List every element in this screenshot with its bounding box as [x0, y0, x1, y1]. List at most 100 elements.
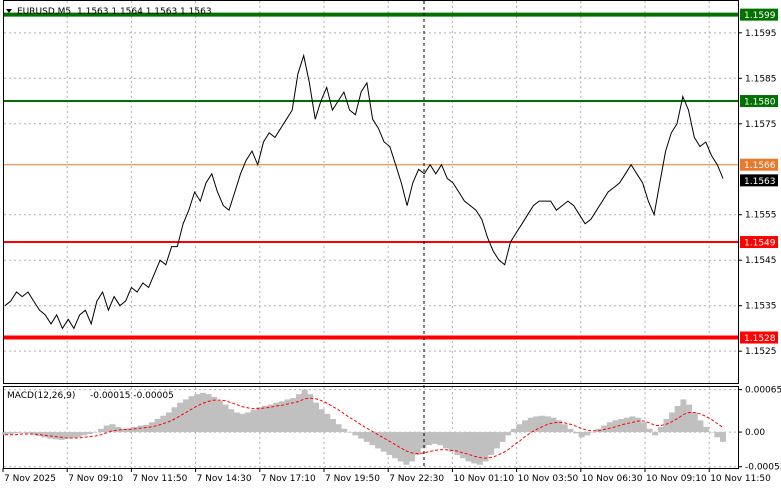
- macd-y-tick-label: -0.00053: [745, 463, 781, 473]
- current-price-label: 1.1563: [744, 177, 776, 187]
- macd-histogram-bar: [166, 412, 172, 432]
- macd-histogram-bar: [432, 432, 438, 444]
- level-badge-label: 1.1599: [744, 11, 776, 21]
- macd-histogram-bar: [522, 420, 528, 432]
- macd-histogram-bar: [601, 426, 607, 433]
- macd-histogram-bar: [528, 418, 534, 432]
- macd-histogram-bar: [641, 422, 647, 432]
- macd-histogram-bar: [652, 432, 658, 435]
- macd-histogram-bar: [296, 394, 302, 432]
- macd-histogram-bar: [352, 432, 358, 435]
- x-tick-label: 7 Nov 2025: [4, 474, 56, 484]
- macd-histogram-bar: [466, 432, 472, 461]
- macd-histogram-bar: [658, 427, 664, 432]
- price-y-tick-label: 1.1535: [745, 302, 777, 312]
- macd-histogram-bar: [426, 432, 432, 445]
- macd-histogram-bar: [573, 432, 579, 433]
- macd-histogram-bar: [217, 401, 223, 432]
- macd-histogram-bar: [369, 432, 375, 445]
- macd-histogram-bar: [358, 432, 364, 439]
- macd-histogram-bar: [663, 419, 669, 432]
- macd-histogram-bar: [319, 409, 325, 432]
- price-header: EURUSD,M5 1.1563 1.1564 1.1563 1.1563: [6, 7, 212, 17]
- macd-histogram-bar: [70, 432, 76, 438]
- macd-histogram-bar: [307, 394, 313, 432]
- macd-histogram-bar: [635, 418, 641, 432]
- macd-histogram-bar: [279, 401, 285, 432]
- macd-values: -0.00015 -0.00005: [90, 391, 174, 401]
- macd-histogram-bar: [669, 412, 675, 432]
- macd-histogram-bar: [516, 424, 522, 432]
- macd-histogram-bar: [8, 432, 14, 434]
- price-y-tick-label: 1.1525: [745, 347, 777, 357]
- macd-y-tick-label: 0.00065: [745, 386, 781, 396]
- macd-histogram-bar: [703, 427, 709, 432]
- macd-histogram-bar: [550, 418, 556, 432]
- x-tick-label: 10 Nov 09:10: [646, 474, 707, 484]
- macd-histogram-bar: [132, 427, 138, 432]
- macd-histogram-bar: [59, 432, 65, 440]
- ohlc-values: 1.1563 1.1564 1.1563 1.1563: [77, 7, 212, 17]
- macd-histogram-bar: [222, 405, 228, 432]
- level-badge-label: 1.1580: [744, 98, 776, 108]
- macd-histogram-bar: [386, 432, 392, 455]
- macd-histogram-bar: [471, 432, 477, 463]
- x-tick-label: 10 Nov 11:50: [710, 474, 771, 484]
- price-y-tick-label: 1.1595: [745, 29, 777, 39]
- macd-histogram-bar: [392, 432, 398, 458]
- macd-histogram-bar: [579, 432, 585, 437]
- macd-histogram-bar: [251, 410, 257, 432]
- macd-histogram-bar: [709, 432, 715, 433]
- x-tick-label: 10 Nov 03:50: [518, 474, 579, 484]
- macd-histogram-bar: [206, 394, 212, 432]
- macd-histogram-bar: [87, 432, 93, 434]
- macd-histogram-bar: [138, 426, 144, 433]
- macd-histogram-bar: [720, 432, 726, 442]
- macd-histogram-bar: [630, 416, 636, 432]
- level-badge-label: 1.1549: [744, 239, 776, 249]
- macd-histogram-bar: [13, 432, 19, 433]
- macd-histogram-bar: [590, 432, 596, 433]
- macd-histogram-bar: [228, 409, 234, 432]
- macd-histogram-bar: [81, 432, 87, 435]
- macd-histogram-bar: [347, 432, 353, 433]
- macd-histogram-bar: [302, 390, 308, 432]
- macd-histogram-bar: [98, 429, 104, 432]
- macd-histogram-bar: [539, 416, 545, 432]
- macd-y-axis: 0.00065 0.00 -0.00053: [738, 386, 781, 473]
- macd-histogram-bar: [104, 426, 110, 433]
- x-tick-label: 7 Nov 14:30: [197, 474, 252, 484]
- macd-histogram-bar: [324, 414, 330, 432]
- macd-histogram-bar: [499, 432, 505, 442]
- macd-histogram-bar: [624, 418, 630, 432]
- macd-histogram-bar: [200, 393, 206, 432]
- macd-histogram-bar: [194, 394, 200, 432]
- macd-label: MACD(12,26,9): [7, 391, 75, 401]
- macd-histogram-bar: [443, 432, 449, 448]
- macd-y-tick-label: 0.00: [745, 428, 765, 438]
- macd-histogram-bar: [488, 432, 494, 455]
- macd-histogram-bar: [262, 406, 268, 432]
- macd-histogram-bar: [545, 416, 551, 432]
- macd-histogram-bar: [567, 429, 573, 432]
- macd-histogram-bar: [234, 412, 240, 432]
- macd-histogram-bar: [245, 412, 251, 432]
- x-axis: 7 Nov 2025 7 Nov 09:10 7 Nov 11:50 7 Nov 14…: [3, 468, 771, 484]
- macd-histogram-bar: [584, 432, 590, 435]
- x-tick-label: 10 Nov 01:10: [453, 474, 514, 484]
- macd-histogram-bar: [256, 407, 262, 432]
- macd-histogram-bar: [686, 405, 692, 432]
- symbol-label: EURUSD,M5: [17, 7, 71, 17]
- macd-histogram-bar: [341, 429, 347, 432]
- macd-histogram-bar: [607, 422, 613, 432]
- x-tick-label: 7 Nov 19:50: [325, 474, 380, 484]
- macd-histogram-bar: [692, 412, 698, 432]
- macd-histogram-bar: [364, 432, 370, 442]
- macd-histogram-bar: [19, 432, 25, 433]
- macd-histogram-bar: [75, 432, 81, 437]
- macd-histogram-bar: [239, 414, 245, 432]
- x-tick-label: 7 Nov 11:50: [132, 474, 187, 484]
- macd-histogram-bar: [336, 424, 342, 432]
- x-tick-label: 7 Nov 09:10: [68, 474, 123, 484]
- x-tick-label: 10 Nov 06:30: [582, 474, 643, 484]
